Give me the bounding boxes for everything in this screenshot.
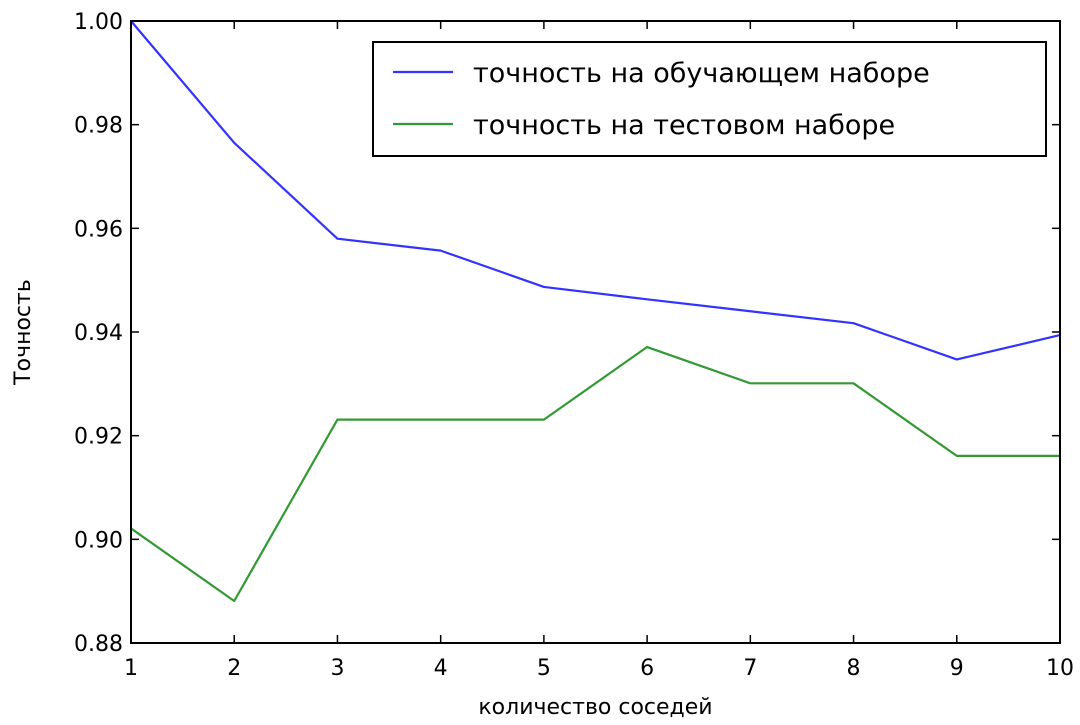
x-tick-label: 5 [537,656,551,681]
x-tick-label: 9 [950,656,964,681]
legend-box [372,41,1047,157]
y-tick-label: 0.88 [74,632,123,657]
y-tick-label: 0.96 [74,217,123,242]
series-line-0 [130,20,1061,361]
x-tick-label: 3 [330,656,344,681]
y-tick-label: 0.98 [74,114,123,139]
x-tick-label: 2 [227,656,241,681]
x-tick-label: 6 [640,656,654,681]
y-tick-label: 0.90 [74,528,123,553]
x-tick-label: 7 [743,656,757,681]
y-tick-label: 0.92 [74,425,123,450]
x-tick-label: 10 [1046,656,1074,681]
legend: точность на обучающем наборе точность на… [372,41,1047,157]
series-layer [130,20,1061,603]
legend-label-test: точность на тестовом наборе [473,110,895,141]
series-line-1 [130,345,1060,603]
ticks-layer: 1 2 3 4 5 6 7 8 9 10 0.88 0.90 0.92 0.94 0.96 0.98 1.00 [74,10,1074,681]
legend-label-train: точность на обучающем наборе [473,58,930,89]
y-tick-label: 0.94 [74,321,123,346]
y-axis-label: Точность [11,279,36,386]
x-tick-label: 4 [434,656,448,681]
x-axis-label: количество соседей [478,695,712,720]
x-tick-label: 8 [847,656,861,681]
x-tick-label: 1 [124,656,138,681]
y-tick-label: 1.00 [74,10,123,35]
